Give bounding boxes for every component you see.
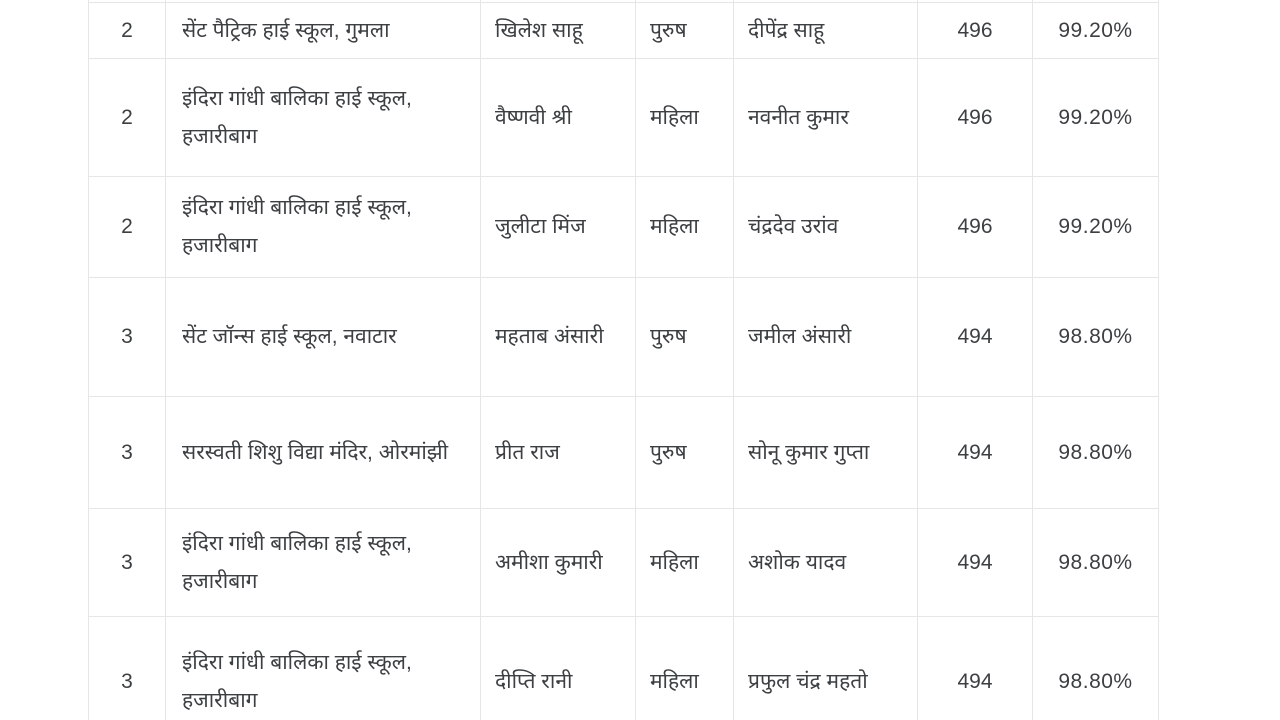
- father-name-cell: प्रफुल चंद्र महतो: [733, 616, 918, 720]
- table-row: 3 सरस्वती शिशु विद्या मंदिर, ओरमांझी प्रीत…: [88, 396, 1159, 509]
- table-row: 2 इंदिरा गांधी बालिका हाई स्कूल, हजारीबाग…: [88, 58, 1159, 177]
- school-cell: सेंट पैट्रिक हाई स्कूल, गुमला: [165, 2, 481, 59]
- gender-cell: महिला: [635, 616, 734, 720]
- rank-cell: 3: [88, 277, 166, 397]
- gender-cell: पुरुष: [635, 396, 734, 509]
- rank-cell: 2: [88, 2, 166, 59]
- father-name-cell: दीपेंद्र साहू: [733, 2, 918, 59]
- marks-cell: 496: [917, 176, 1033, 278]
- school-cell: इंदिरा गांधी बालिका हाई स्कूल, हजारीबाग: [165, 176, 481, 278]
- table-row: 3 इंदिरा गांधी बालिका हाई स्कूल, हजारीबाग…: [88, 508, 1159, 617]
- student-name-cell: वैष्णवी श्री: [480, 58, 636, 177]
- marks-cell: 494: [917, 616, 1033, 720]
- table-row: 2 सेंट पैट्रिक हाई स्कूल, गुमला खिलेश साहू…: [88, 2, 1159, 59]
- marks-cell: 494: [917, 508, 1033, 617]
- student-name-cell: महताब अंसारी: [480, 277, 636, 397]
- father-name-cell: चंद्रदेव उरांव: [733, 176, 918, 278]
- percentage-cell: 98.80%: [1032, 508, 1159, 617]
- gender-cell: पुरुष: [635, 2, 734, 59]
- gender-cell: महिला: [635, 508, 734, 617]
- rank-cell: 2: [88, 58, 166, 177]
- table-row: 3 सेंट जॉन्स हाई स्कूल, नवाटार महताब अंसार…: [88, 277, 1159, 397]
- father-name-cell: अशोक यादव: [733, 508, 918, 617]
- percentage-cell: 98.80%: [1032, 277, 1159, 397]
- rank-cell: 2: [88, 176, 166, 278]
- gender-cell: पुरुष: [635, 277, 734, 397]
- father-name-cell: नवनीत कुमार: [733, 58, 918, 177]
- marks-cell: 494: [917, 277, 1033, 397]
- student-name-cell: जुलीटा मिंज: [480, 176, 636, 278]
- student-name-cell: अमीशा कुमारी: [480, 508, 636, 617]
- school-cell: सरस्वती शिशु विद्या मंदिर, ओरमांझी: [165, 396, 481, 509]
- percentage-cell: 99.20%: [1032, 58, 1159, 177]
- school-cell: इंदिरा गांधी बालिका हाई स्कूल, हजारीबाग: [165, 616, 481, 720]
- gender-cell: महिला: [635, 176, 734, 278]
- school-cell: इंदिरा गांधी बालिका हाई स्कूल, हजारीबाग: [165, 508, 481, 617]
- student-name-cell: दीप्ति रानी: [480, 616, 636, 720]
- percentage-cell: 99.20%: [1032, 176, 1159, 278]
- father-name-cell: सोनू कुमार गुप्ता: [733, 396, 918, 509]
- exam-results-table: 2 सेंट पैट्रिक हाई स्कूल, गुमला खिलेश साहू…: [88, 0, 1159, 720]
- marks-cell: 494: [917, 396, 1033, 509]
- table-row: 2 इंदिरा गांधी बालिका हाई स्कूल, हजारीबाग…: [88, 176, 1159, 278]
- marks-cell: 496: [917, 2, 1033, 59]
- student-name-cell: खिलेश साहू: [480, 2, 636, 59]
- rank-cell: 3: [88, 616, 166, 720]
- results-table-body: 2 सेंट पैट्रिक हाई स्कूल, गुमला खिलेश साहू…: [88, 0, 1159, 720]
- father-name-cell: जमील अंसारी: [733, 277, 918, 397]
- gender-cell: महिला: [635, 58, 734, 177]
- percentage-cell: 99.20%: [1032, 2, 1159, 59]
- percentage-cell: 98.80%: [1032, 616, 1159, 720]
- school-cell: इंदिरा गांधी बालिका हाई स्कूल, हजारीबाग: [165, 58, 481, 177]
- rank-cell: 3: [88, 396, 166, 509]
- student-name-cell: प्रीत राज: [480, 396, 636, 509]
- marks-cell: 496: [917, 58, 1033, 177]
- table-row: 3 इंदिरा गांधी बालिका हाई स्कूल, हजारीबाग…: [88, 616, 1159, 720]
- percentage-cell: 98.80%: [1032, 396, 1159, 509]
- rank-cell: 3: [88, 508, 166, 617]
- school-cell: सेंट जॉन्स हाई स्कूल, नवाटार: [165, 277, 481, 397]
